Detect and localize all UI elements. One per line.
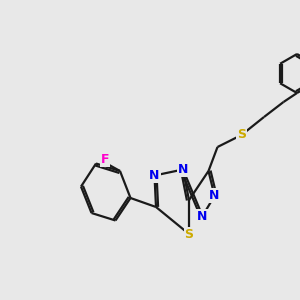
Text: F: F <box>101 152 109 166</box>
Text: S: S <box>237 128 246 142</box>
Text: N: N <box>209 189 220 203</box>
Text: N: N <box>149 169 160 182</box>
Text: S: S <box>184 227 194 241</box>
Text: N: N <box>197 209 208 223</box>
Text: N: N <box>178 163 188 176</box>
